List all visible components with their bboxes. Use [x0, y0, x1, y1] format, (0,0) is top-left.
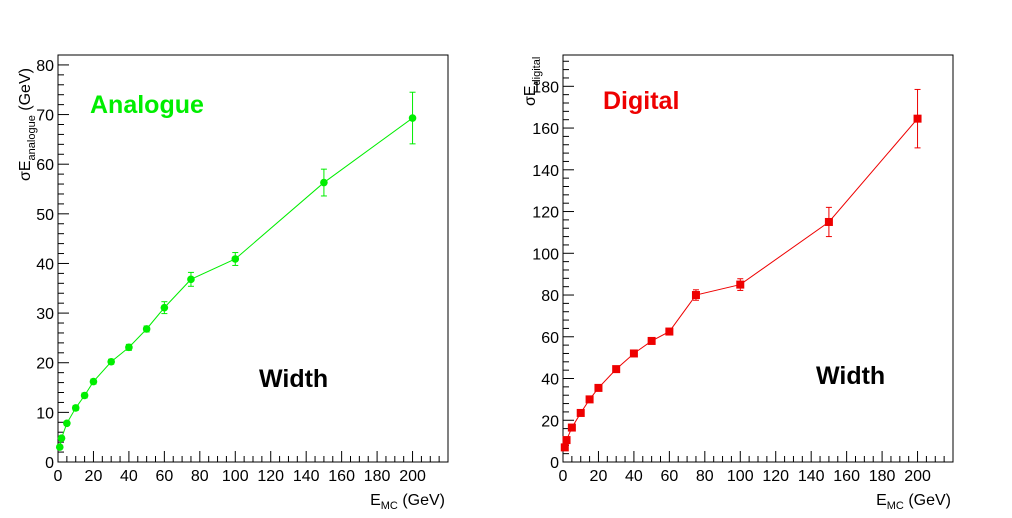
data-point	[560, 443, 569, 452]
x-axis-title-rest: (GeV)	[904, 492, 951, 509]
data-point	[629, 349, 638, 358]
x-tick-label: 200	[399, 468, 426, 485]
axis-ticks: 0 20 40 60 80 100 120 140 160 180 200 0 20 40 60 80 100 1…	[532, 60, 945, 485]
data-point	[691, 291, 700, 300]
data-point	[562, 436, 571, 445]
axis-ticks: 0 20 40 60 80 100 120 140 160 180 200 0 10 20 30 40 50 60…	[36, 54, 440, 485]
data-point	[89, 377, 98, 386]
x-tick-label: 0	[54, 468, 63, 485]
data-point	[320, 178, 328, 187]
x-tick-label: 40	[625, 468, 643, 485]
x-tick-label: 100	[727, 468, 754, 485]
data-point	[125, 343, 133, 352]
x-tick-label: 140	[798, 468, 825, 485]
y-tick-label: 0	[45, 455, 54, 472]
data-point	[576, 408, 585, 417]
x-axis-title-sub: MC	[887, 500, 904, 512]
data-point	[63, 419, 71, 428]
y-tick-label: 10	[36, 405, 54, 422]
x-tick-label: 120	[762, 468, 789, 485]
y-tick-label: 60	[541, 330, 559, 347]
data-point	[567, 423, 576, 432]
data-point	[585, 395, 594, 404]
x-tick-label: 80	[696, 468, 714, 485]
digital-panel: 0 20 40 60 80 100 120 140 160 180 200 0 20 40 60 80 100 1…	[522, 54, 954, 512]
panel-annotation: Analogue	[90, 91, 204, 119]
y-axis-title-rest: (GeV)	[17, 68, 34, 115]
x-tick-label: 40	[120, 468, 138, 485]
x-tick-label: 180	[364, 468, 391, 485]
y-tick-label: 160	[532, 121, 559, 138]
data-point	[913, 114, 922, 123]
x-tick-label: 100	[222, 468, 249, 485]
x-tick-label: 180	[869, 468, 896, 485]
x-tick-label: 0	[559, 468, 568, 485]
y-tick-label: 30	[36, 306, 54, 323]
y-tick-label: 80	[36, 58, 54, 75]
data-marks	[560, 88, 922, 452]
data-point	[80, 391, 89, 400]
data-point	[160, 303, 169, 312]
data-point	[824, 217, 833, 226]
data-marks	[55, 91, 417, 451]
x-tick-label: 60	[660, 468, 678, 485]
y-axis-title-sub: analogue	[26, 115, 38, 160]
data-point	[231, 255, 240, 263]
data-point	[647, 336, 656, 345]
data-point	[107, 357, 115, 366]
y-tick-label: 0	[550, 455, 559, 472]
x-axis-title-sub: MC	[381, 500, 398, 512]
x-tick-label: 20	[85, 468, 103, 485]
y-tick-label: 20	[36, 356, 54, 373]
y-tick-label: 180	[532, 79, 559, 96]
data-point	[71, 404, 80, 412]
data-point	[736, 280, 745, 289]
data-point	[187, 275, 195, 284]
y-axis-title-sub: digital	[531, 57, 543, 86]
y-tick-label: 40	[36, 256, 54, 273]
y-tick-label: 60	[36, 157, 54, 174]
data-point	[142, 325, 151, 333]
y-axis-title: σEanalogue (GeV)	[17, 68, 38, 181]
y-tick-label: 40	[541, 372, 559, 389]
y-tick-label: 120	[532, 205, 559, 222]
panel-annotation: Digital	[603, 87, 679, 115]
x-tick-label: 60	[155, 468, 173, 485]
x-tick-label: 160	[833, 468, 860, 485]
x-axis-title-main: E	[876, 492, 887, 509]
y-tick-label: 100	[532, 246, 559, 263]
width-annotation: Width	[816, 362, 885, 390]
width-annotation: Width	[259, 365, 328, 393]
y-tick-label: 20	[541, 413, 559, 430]
y-tick-label: 80	[541, 288, 559, 305]
y-tick-label: 50	[36, 207, 54, 224]
analogue-panel: 0 20 40 60 80 100 120 140 160 180 200 0 10 20 30 40 50 60…	[17, 54, 449, 512]
data-point	[55, 443, 64, 451]
x-axis-title-rest: (GeV)	[398, 492, 445, 509]
x-tick-label: 140	[293, 468, 320, 485]
x-tick-label: 160	[328, 468, 355, 485]
data-point	[57, 434, 66, 442]
x-tick-label: 120	[257, 468, 284, 485]
y-tick-label: 70	[36, 108, 54, 125]
y-axis-title: σEdigital	[522, 57, 543, 106]
data-point	[594, 383, 603, 392]
x-axis-title: EMC (GeV)	[370, 492, 445, 512]
x-axis-title-main: E	[370, 492, 381, 509]
data-point	[665, 327, 674, 336]
y-axis-title-main: σE	[522, 85, 539, 106]
x-tick-label: 200	[904, 468, 931, 485]
x-tick-label: 80	[191, 468, 209, 485]
data-point	[612, 365, 621, 374]
x-axis-title: EMC (GeV)	[876, 492, 951, 512]
y-tick-label: 140	[532, 163, 559, 180]
y-axis-title-main: σE	[17, 160, 34, 181]
data-point	[408, 114, 417, 122]
x-tick-label: 20	[590, 468, 608, 485]
